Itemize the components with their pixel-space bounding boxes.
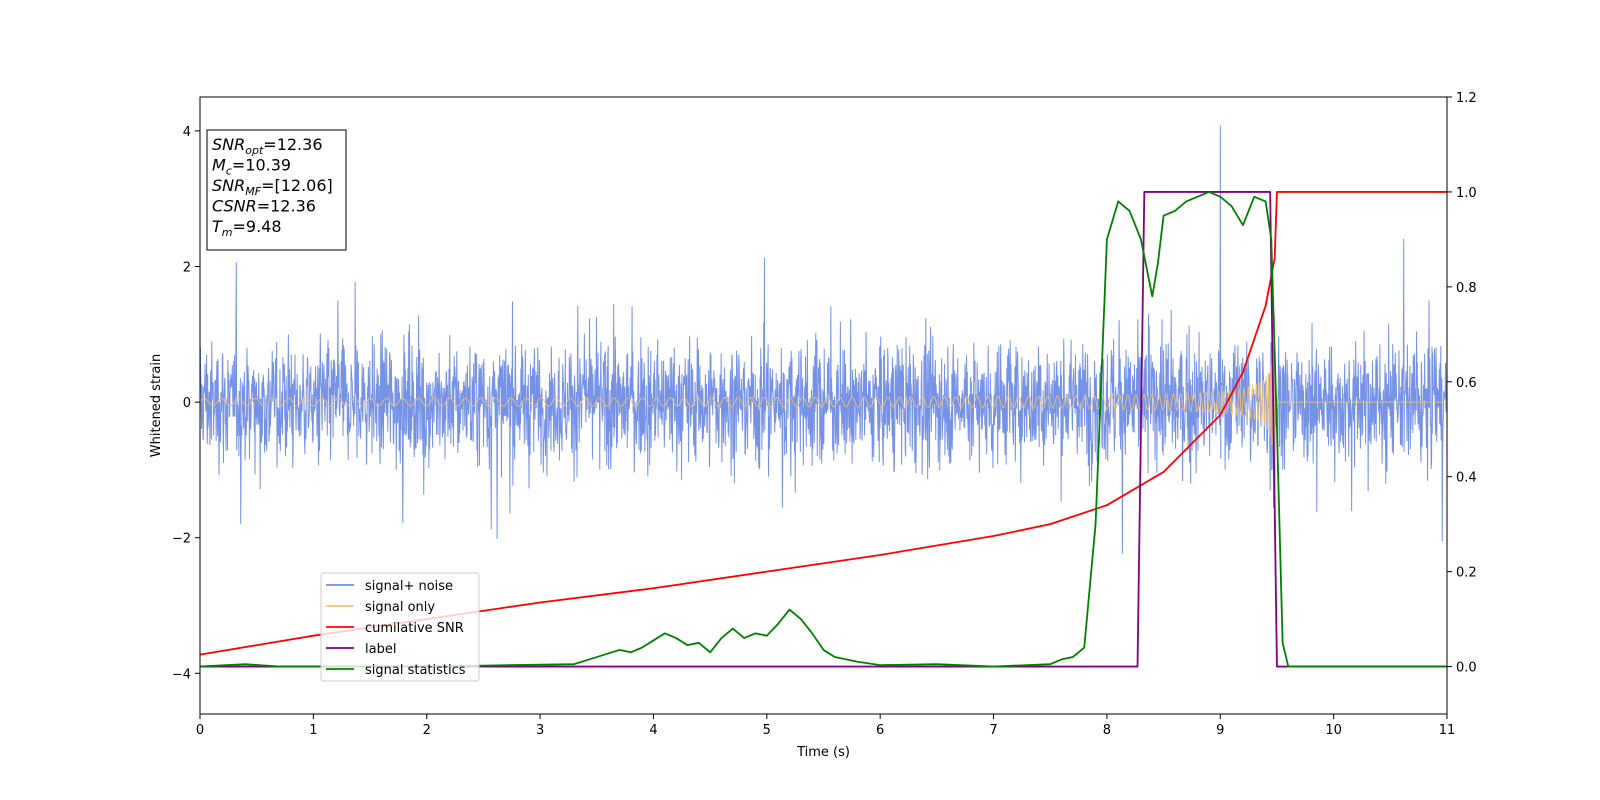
y-axis-label: Whitened strain xyxy=(149,354,164,457)
x-tick-label: 2 xyxy=(423,723,431,738)
annotation-line: SNRMF=[12.06] xyxy=(212,176,333,198)
x-axis-label: Time (s) xyxy=(796,745,850,760)
annotation-line: CSNR=12.36 xyxy=(212,197,316,216)
y-tick-label: 2 xyxy=(183,261,191,276)
series-signal-statistics xyxy=(200,191,1447,668)
annotation-box: SNRopt=12.36Mc=10.39SNRMF=[12.06]CSNR=12… xyxy=(206,129,347,251)
x-tick-label: 5 xyxy=(763,723,771,738)
y-right-tick-label: 0.4 xyxy=(1456,471,1477,486)
annotation-line: Mc=10.39 xyxy=(212,156,291,178)
x-tick-label: 6 xyxy=(876,723,884,738)
x-tick-label: 9 xyxy=(1216,723,1224,738)
y-right-tick-label: 1.2 xyxy=(1456,91,1477,106)
y-tick-label: −2 xyxy=(172,532,191,547)
annotation-line: Tm=9.48 xyxy=(212,217,282,239)
y-tick-label: 0 xyxy=(183,396,191,411)
x-tick-label: 10 xyxy=(1325,723,1342,738)
x-tick-label: 1 xyxy=(309,723,317,738)
y-right-tick-label: 0.2 xyxy=(1456,566,1477,581)
annotation-line: SNRopt=12.36 xyxy=(212,135,323,157)
axes-layer: 0 1 2 3 4 5 6 7 8 9 10 11 −4 −2 0 2 4 0.0 0.2 0.4 0.6 0.8 1.0 1… xyxy=(172,91,1477,738)
series-cumulative-snr xyxy=(200,191,1447,656)
series-signal-noise xyxy=(200,125,1447,554)
legend-label: signal statistics xyxy=(365,663,466,678)
annotation-frame xyxy=(206,129,347,251)
legend-label: signal only xyxy=(365,600,435,615)
legend-label: signal+ noise xyxy=(365,579,453,594)
y-tick-label: 4 xyxy=(183,125,191,140)
x-tick-label: 3 xyxy=(536,723,544,738)
series-layer xyxy=(200,125,1447,668)
x-tick-label: 0 xyxy=(196,723,204,738)
legend-label: cumilative SNR xyxy=(365,621,464,636)
series-signal-only xyxy=(200,334,1447,479)
y-right-tick-label: 0.6 xyxy=(1456,376,1477,391)
y-tick-label: −4 xyxy=(172,667,191,682)
x-tick-label: 4 xyxy=(649,723,657,738)
y-right-tick-label: 1.0 xyxy=(1456,186,1477,201)
x-tick-label: 7 xyxy=(989,723,997,738)
x-tick-label: 11 xyxy=(1439,723,1456,738)
legend-frame xyxy=(320,572,480,682)
plot-frame xyxy=(199,96,1448,715)
y-right-tick-label: 0.0 xyxy=(1456,661,1477,676)
y-right-tick-label: 0.8 xyxy=(1456,281,1477,296)
x-tick-label: 8 xyxy=(1103,723,1111,738)
legend-label: label xyxy=(365,642,396,657)
legend: signal+ noise signal only cumilative SNR la… xyxy=(320,572,480,682)
